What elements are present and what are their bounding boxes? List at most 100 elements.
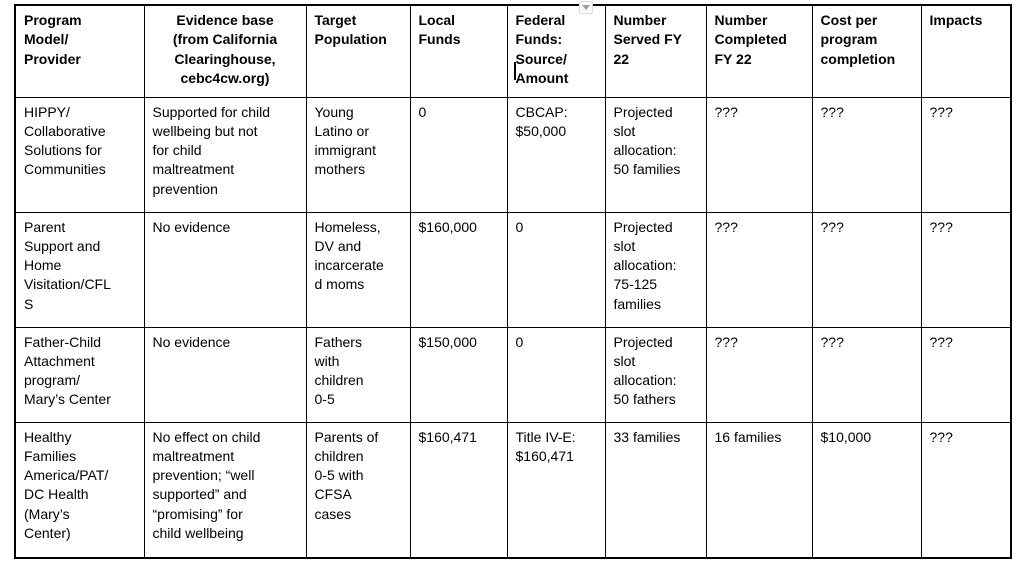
header-local-funds[interactable]: Local Funds	[409, 4, 508, 98]
cell-r3-cost[interactable]: $10,000	[811, 421, 922, 559]
cell-r0-population[interactable]: Young Latino or immigrant mothers	[305, 96, 411, 213]
cell-text: 0	[515, 333, 524, 350]
cell-r3-completed[interactable]: 16 families	[705, 421, 813, 559]
cell-text: ???	[929, 333, 953, 350]
cell-r2-cost[interactable]: ???	[811, 326, 922, 423]
chevron-down-icon[interactable]	[578, 1, 593, 14]
cell-r1-program[interactable]: Parent Support and Home Visitation/CFL S	[14, 211, 145, 328]
cell-r0-evidence[interactable]: Supported for child wellbeing but not fo…	[143, 96, 307, 213]
cell-r1-evidence[interactable]: No evidence	[143, 211, 307, 328]
cell-r2-program[interactable]: Father-Child Attachment program/ Mary’s …	[14, 326, 145, 423]
cell-r1-completed[interactable]: ???	[705, 211, 813, 328]
cell-r2-completed[interactable]: ???	[705, 326, 813, 423]
cell-text: ???	[929, 428, 953, 445]
cell-text: ???	[820, 103, 844, 120]
header-evidence-base[interactable]: Evidence base (from California Clearingh…	[143, 4, 307, 98]
cell-text: HIPPY/ Collaborative Solutions for Commu…	[24, 103, 106, 178]
header-program-model-label: Program Model/ Provider	[24, 12, 82, 67]
cell-r1-federal-funds[interactable]: 0	[506, 211, 606, 328]
cell-text: 16 families	[714, 428, 782, 445]
cell-text: ???	[714, 218, 738, 235]
header-cost-per-completion[interactable]: Cost per program completion	[811, 4, 922, 98]
cell-text: $160,000	[418, 218, 477, 235]
cell-text: $150,000	[418, 333, 477, 350]
cell-r0-cost[interactable]: ???	[811, 96, 922, 213]
cell-r2-impacts[interactable]: ???	[920, 326, 1012, 423]
cell-r1-local-funds[interactable]: $160,000	[409, 211, 508, 328]
cell-r1-cost[interactable]: ???	[811, 211, 922, 328]
cell-r1-served[interactable]: Projected slot allocation: 75-125 famili…	[604, 211, 707, 328]
header-number-completed[interactable]: Number Completed FY 22	[705, 4, 813, 98]
cell-text: CBCAP: $50,000	[515, 103, 568, 139]
cell-r3-population[interactable]: Parents of children 0-5 with CFSA cases	[305, 421, 411, 559]
cell-text: 0	[418, 103, 427, 120]
cell-text: Father-Child Attachment program/ Mary’s …	[24, 333, 111, 408]
cell-r0-completed[interactable]: ???	[705, 96, 813, 213]
cell-text: ???	[714, 333, 738, 350]
cell-r2-population[interactable]: Fathers with children 0-5	[305, 326, 411, 423]
cell-text: No evidence	[152, 218, 231, 235]
header-target-population-label: Target Population	[314, 12, 387, 48]
cell-text: Parents of children 0-5 with CFSA cases	[314, 428, 379, 522]
cell-text: No evidence	[152, 333, 231, 350]
cell-text: ???	[714, 103, 738, 120]
header-cost-per-completion-label: Cost per program completion	[820, 12, 896, 67]
cell-text: ???	[929, 103, 953, 120]
cell-r3-evidence[interactable]: No effect on child maltreatment preventi…	[143, 421, 307, 559]
cell-text: Parent Support and Home Visitation/CFL S	[24, 218, 111, 312]
cell-r3-served[interactable]: 33 families	[604, 421, 707, 559]
cell-r0-federal-funds[interactable]: CBCAP: $50,000	[506, 96, 606, 213]
program-funding-table: Program Model/ Provider Evidence base (f…	[14, 1, 1012, 559]
header-program-model[interactable]: Program Model/ Provider	[14, 4, 145, 98]
cell-r2-evidence[interactable]: No evidence	[143, 326, 307, 423]
cell-text: $10,000	[820, 428, 872, 445]
cell-r0-local-funds[interactable]: 0	[409, 96, 508, 213]
cell-text: Title IV-E: $160,471	[515, 428, 576, 464]
cell-text: ???	[820, 218, 844, 235]
cell-text: ???	[820, 333, 844, 350]
cell-text: Supported for child wellbeing but not fo…	[152, 103, 271, 197]
cell-text: Projected slot allocation: 50 families	[613, 103, 681, 178]
header-number-served[interactable]: Number Served FY 22	[604, 4, 707, 98]
text-cursor	[513, 62, 516, 80]
cell-text: Homeless, DV and incarcerate d moms	[314, 218, 384, 293]
table-row-healthy-families: Healthy Families America/PAT/ DC Health …	[14, 421, 1012, 559]
cell-text: Projected slot allocation: 50 fathers	[613, 333, 677, 408]
cell-r1-population[interactable]: Homeless, DV and incarcerate d moms	[305, 211, 411, 328]
cell-text: No effect on child maltreatment preventi…	[152, 428, 261, 541]
table-header-row: Program Model/ Provider Evidence base (f…	[14, 1, 1012, 98]
cell-r3-federal-funds[interactable]: Title IV-E: $160,471	[506, 421, 606, 559]
header-impacts[interactable]: Impacts	[920, 4, 1012, 98]
header-number-served-label: Number Served FY 22	[613, 12, 682, 67]
table-row-hippy: HIPPY/ Collaborative Solutions for Commu…	[14, 96, 1012, 213]
cell-r0-served[interactable]: Projected slot allocation: 50 families	[604, 96, 707, 213]
cell-text: Fathers with children 0-5	[314, 333, 364, 408]
cell-text: 33 families	[613, 428, 681, 445]
chevron-down-glyph	[581, 5, 590, 10]
cell-r2-served[interactable]: Projected slot allocation: 50 fathers	[604, 326, 707, 423]
cell-r1-impacts[interactable]: ???	[920, 211, 1012, 328]
table-row-parent-support: Parent Support and Home Visitation/CFL S…	[14, 211, 1012, 328]
cell-text: Young Latino or immigrant mothers	[314, 103, 376, 178]
header-number-completed-label: Number Completed FY 22	[714, 12, 787, 67]
cell-r2-federal-funds[interactable]: 0	[506, 326, 606, 423]
cell-r3-program[interactable]: Healthy Families America/PAT/ DC Health …	[14, 421, 145, 559]
header-evidence-base-label: Evidence base (from California Clearingh…	[172, 12, 278, 86]
cell-r3-local-funds[interactable]: $160,471	[409, 421, 508, 559]
table-row-father-child: Father-Child Attachment program/ Mary’s …	[14, 326, 1012, 423]
cell-text: ???	[929, 218, 953, 235]
header-impacts-label: Impacts	[929, 12, 983, 28]
cell-text: 0	[515, 218, 524, 235]
header-local-funds-label: Local Funds	[418, 12, 461, 48]
cell-r2-local-funds[interactable]: $150,000	[409, 326, 508, 423]
header-target-population[interactable]: Target Population	[305, 4, 411, 98]
cell-r0-program[interactable]: HIPPY/ Collaborative Solutions for Commu…	[14, 96, 145, 213]
cell-text: Healthy Families America/PAT/ DC Health …	[24, 428, 109, 541]
cell-r0-impacts[interactable]: ???	[920, 96, 1012, 213]
cell-r3-impacts[interactable]: ???	[920, 421, 1012, 559]
header-federal-funds-label: Federal Funds: Source/ Amount	[515, 12, 569, 86]
cell-text: Projected slot allocation: 75-125 famili…	[613, 218, 677, 312]
cell-text: $160,471	[418, 428, 477, 445]
header-federal-funds[interactable]: Federal Funds: Source/ Amount	[506, 1, 606, 98]
